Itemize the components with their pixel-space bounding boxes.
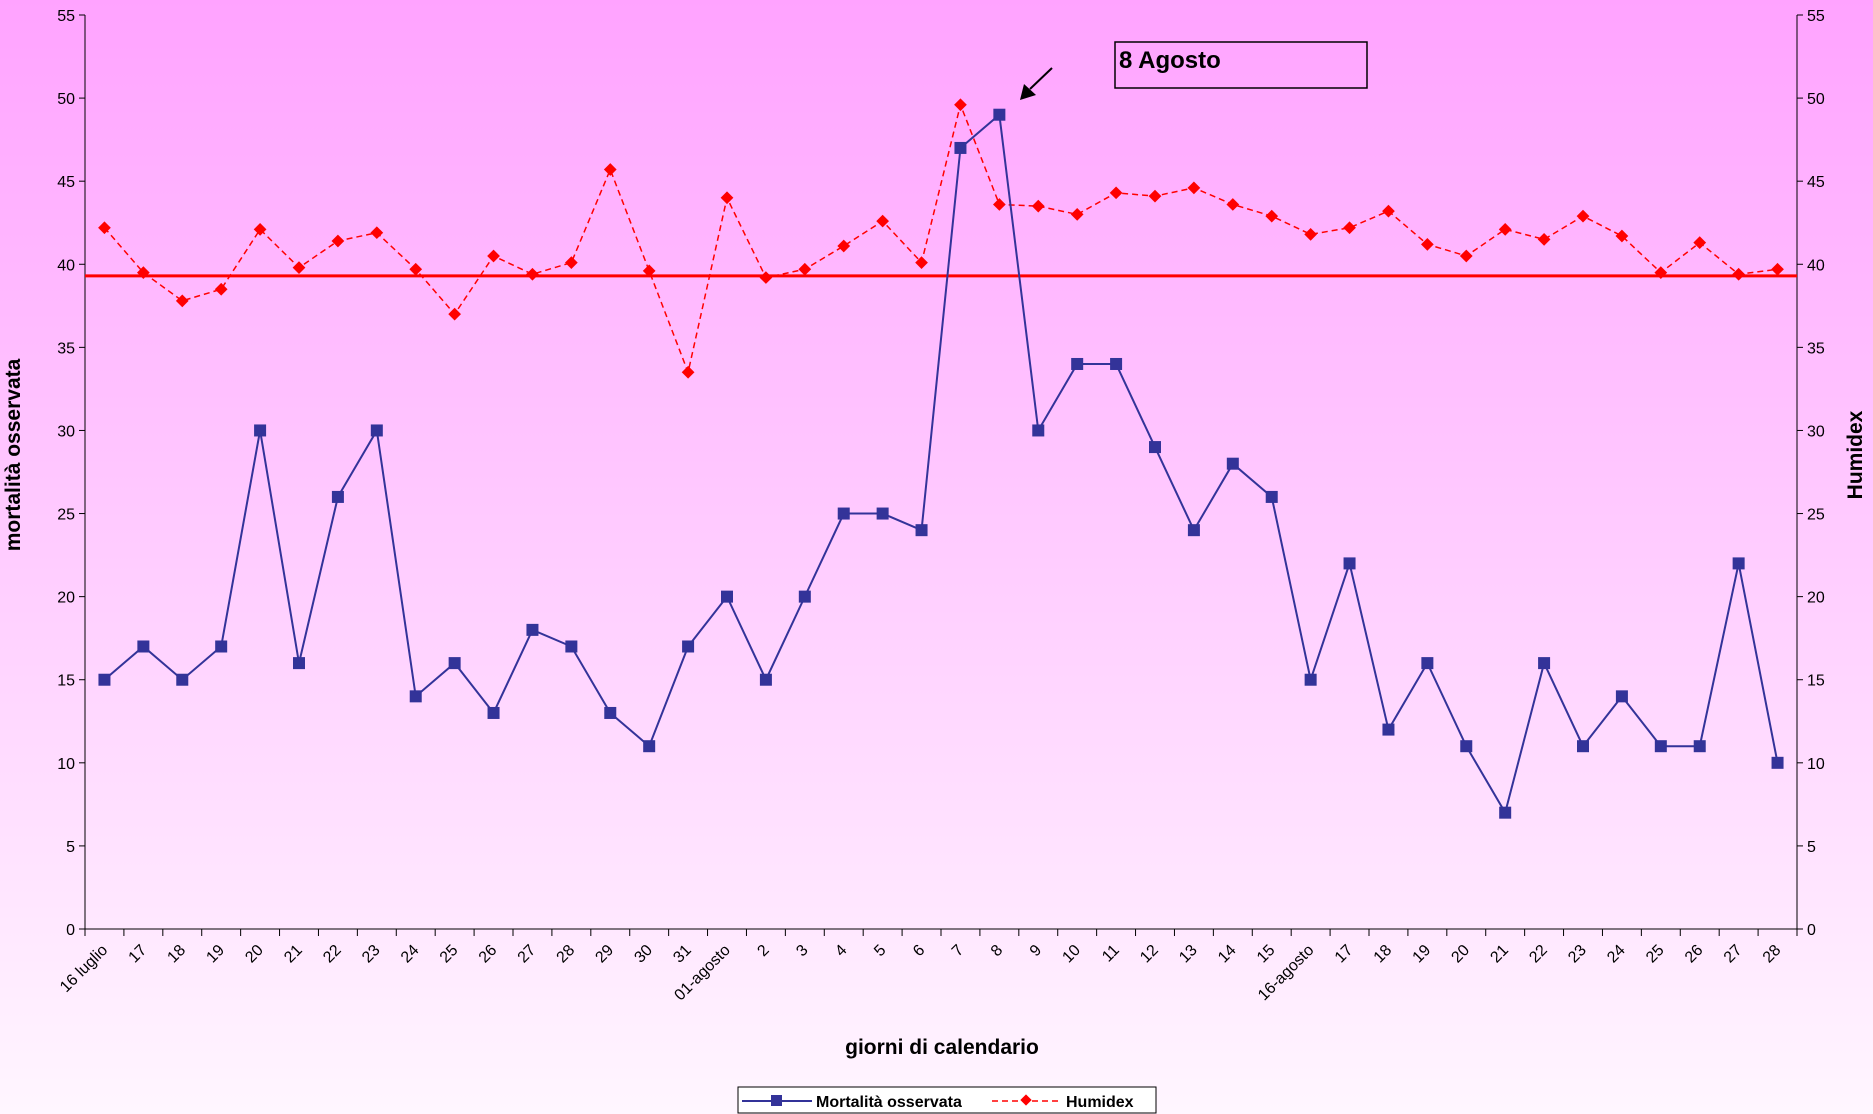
humidex-point (370, 226, 384, 240)
mortalita-point (98, 673, 111, 686)
humidex-point (448, 307, 462, 321)
y-tick-label-right: 50 (1807, 91, 1825, 108)
y-tick-label-right: 30 (1807, 423, 1825, 440)
y-tick-label-left: 40 (57, 257, 75, 274)
mortalita-point (1538, 657, 1551, 670)
mortalita-point (370, 424, 383, 437)
mortalita-point (1071, 357, 1084, 370)
mortalita-point (798, 590, 811, 603)
x-axis-title: giorni di calendario (845, 1036, 1039, 1059)
mortalita-point (1187, 524, 1200, 537)
annotation-box (1114, 41, 1368, 89)
mortalita-point (293, 657, 305, 670)
legend-label-humidex: Humidex (1066, 1094, 1134, 1111)
mortalita-point (721, 590, 733, 603)
humidex-point (175, 294, 189, 308)
mortalita-point (1771, 756, 1784, 769)
mortalita-point (1226, 457, 1239, 470)
y-tick-label-right: 0 (1807, 922, 1816, 939)
y-tick-label-right: 55 (1807, 8, 1825, 25)
y-tick-label-left: 45 (57, 174, 75, 191)
y-tick-label-right: 20 (1807, 590, 1825, 607)
legend-marker-mortalita (771, 1095, 782, 1106)
mortalita-point (565, 640, 578, 653)
mortalita-point (137, 640, 150, 653)
annotation: 8 Agosto (1020, 41, 1368, 100)
mortalita-point (1693, 740, 1706, 753)
y-tick-label-right: 25 (1807, 507, 1825, 524)
y-tick-label-right: 35 (1807, 340, 1825, 357)
y-tick-label-right: 15 (1807, 673, 1825, 690)
legend-item-mortalita: Mortalità osservata (742, 1094, 962, 1111)
mortalita-point (993, 108, 1006, 121)
legend-item-humidex: Humidex (992, 1094, 1134, 1111)
mortalita-point (1304, 673, 1317, 686)
mortalita-point (1032, 424, 1045, 437)
y-tick-label-left: 0 (66, 922, 75, 939)
annotation-arrow (1020, 67, 1053, 100)
y-tick-label-left: 20 (57, 590, 75, 607)
mortalita-point (1421, 657, 1434, 670)
legend: Mortalità osservata Humidex (737, 1086, 1157, 1114)
mortalita-point (1110, 357, 1123, 370)
humidex-point (214, 282, 228, 296)
mortalita-point (448, 657, 461, 670)
mortalita-point (1382, 723, 1395, 736)
mortalita-line (103, 112, 1779, 816)
mortalita-point (1343, 557, 1356, 570)
mortalita-point (759, 673, 772, 686)
y-tick-label-left: 15 (57, 673, 75, 690)
y-tick-label-right: 5 (1807, 839, 1816, 856)
mortalita-point (215, 640, 228, 653)
y-tick-label-left: 35 (57, 340, 75, 357)
mortalita-point (643, 740, 656, 753)
mortalita-point (1499, 806, 1512, 819)
y-tick-label-left: 50 (57, 91, 75, 108)
y-tick-label-left: 55 (57, 8, 75, 25)
legend-box (737, 1086, 1157, 1114)
y-tick-label-left: 5 (66, 839, 75, 856)
mortalita-point (1615, 690, 1628, 703)
y-tick-label-right: 45 (1807, 174, 1825, 191)
humidex-point (409, 262, 423, 276)
mortalita-point (526, 623, 539, 636)
mortalita-point (1654, 740, 1667, 753)
mortalita-point (409, 690, 422, 703)
y-tick-label-right: 40 (1807, 257, 1825, 274)
mortalita-point (837, 507, 850, 520)
y-tick-label-right: 10 (1807, 756, 1825, 773)
mortalita-point (1149, 441, 1161, 454)
humidex-point (331, 234, 345, 248)
y-tick-label-left: 25 (57, 507, 75, 524)
legend-label-mortalita: Mortalità osservata (816, 1094, 962, 1111)
humidex-line (103, 102, 1778, 375)
y-axis-title-right: Humidex (1844, 410, 1867, 499)
humidex-point (136, 266, 150, 279)
y-tick-label-left: 10 (57, 756, 75, 773)
mortalita-point (954, 141, 967, 154)
mortalita-point (915, 524, 928, 537)
mortalita-point (331, 490, 344, 503)
mortalita-point (876, 507, 889, 520)
humidex-point (253, 223, 267, 236)
humidex-point (98, 221, 111, 235)
mortalita-point (254, 424, 267, 437)
humidex-point (292, 261, 306, 274)
mortalita-point (1732, 557, 1745, 570)
mortalita-point (1265, 490, 1278, 503)
annotation-label: 8 Agosto (1119, 47, 1221, 74)
mortalita-point (1460, 740, 1473, 753)
mortalita-point (1577, 740, 1589, 753)
mortalita-point (176, 673, 189, 686)
mortalita-point (604, 706, 617, 719)
mortalita-point (487, 706, 500, 719)
legend-marker-humidex (1020, 1094, 1032, 1106)
y-tick-label-left: 30 (57, 423, 75, 440)
y-axis-title-left: mortalità osservata (2, 358, 25, 551)
mortalita-point (682, 640, 695, 653)
